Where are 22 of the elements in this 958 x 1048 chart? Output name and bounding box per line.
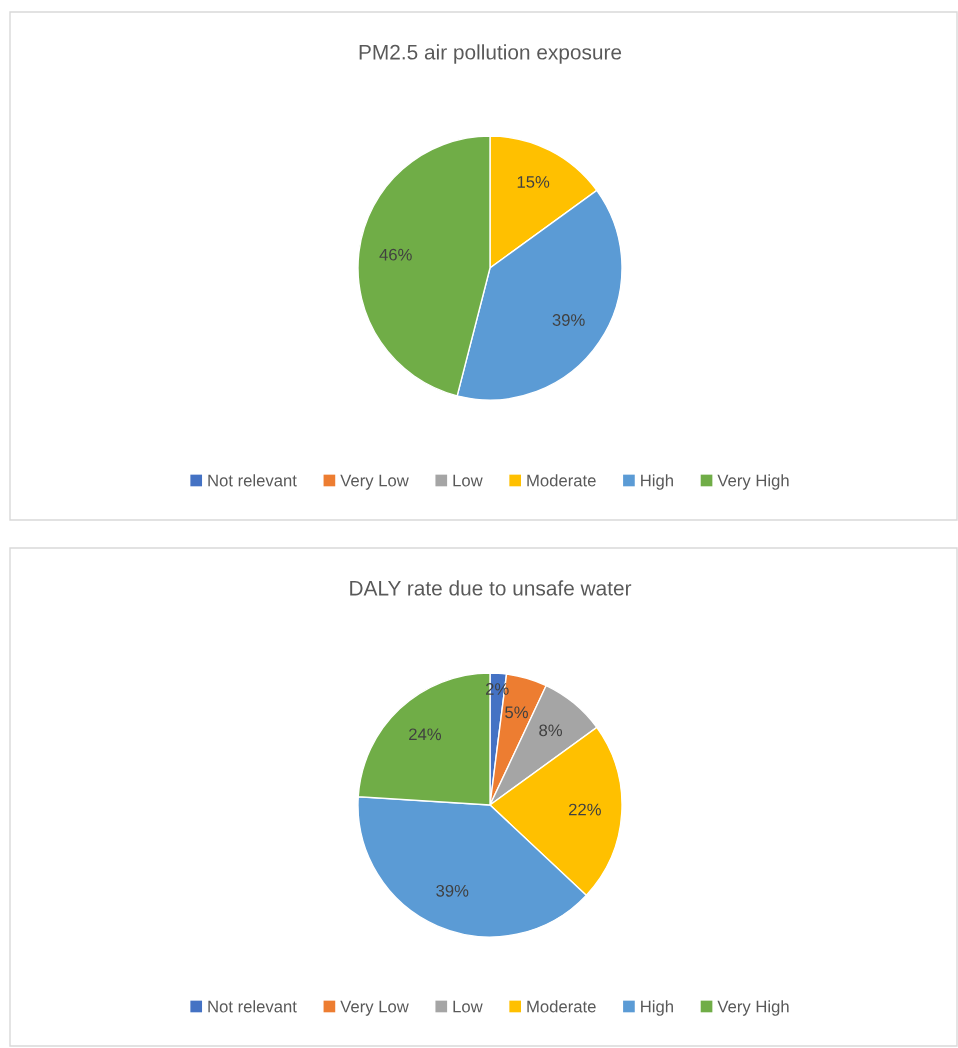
legend-label: Low — [453, 474, 483, 487]
legend-label: Very Low — [340, 1000, 409, 1016]
chart-title: PM2.5 air pollution exposure — [359, 44, 622, 64]
data-label: 39% — [436, 884, 469, 897]
legend-label: Not relevant — [208, 474, 297, 487]
legend-label: Very High — [717, 1000, 789, 1016]
legend-label: Low — [453, 1000, 483, 1013]
data-label: 22% — [569, 803, 601, 816]
legend-label: High — [641, 474, 673, 490]
legend-label: Moderate — [527, 474, 596, 487]
legend-label: Very High — [717, 474, 789, 490]
chart-title: DALY rate due to unsafe water — [350, 580, 632, 596]
data-label: 46% — [379, 248, 412, 261]
data-label: 8% — [539, 724, 563, 737]
legend-label: High — [641, 1000, 673, 1016]
data-label: 39% — [552, 314, 585, 326]
data-label: 24% — [409, 728, 442, 741]
legend-label: Moderate — [527, 1000, 596, 1013]
data-label: 5% — [505, 706, 528, 719]
data-label: 15% — [517, 176, 550, 188]
legend-label: Very Low — [340, 474, 409, 490]
legend-label: Not relevant — [208, 1000, 297, 1013]
